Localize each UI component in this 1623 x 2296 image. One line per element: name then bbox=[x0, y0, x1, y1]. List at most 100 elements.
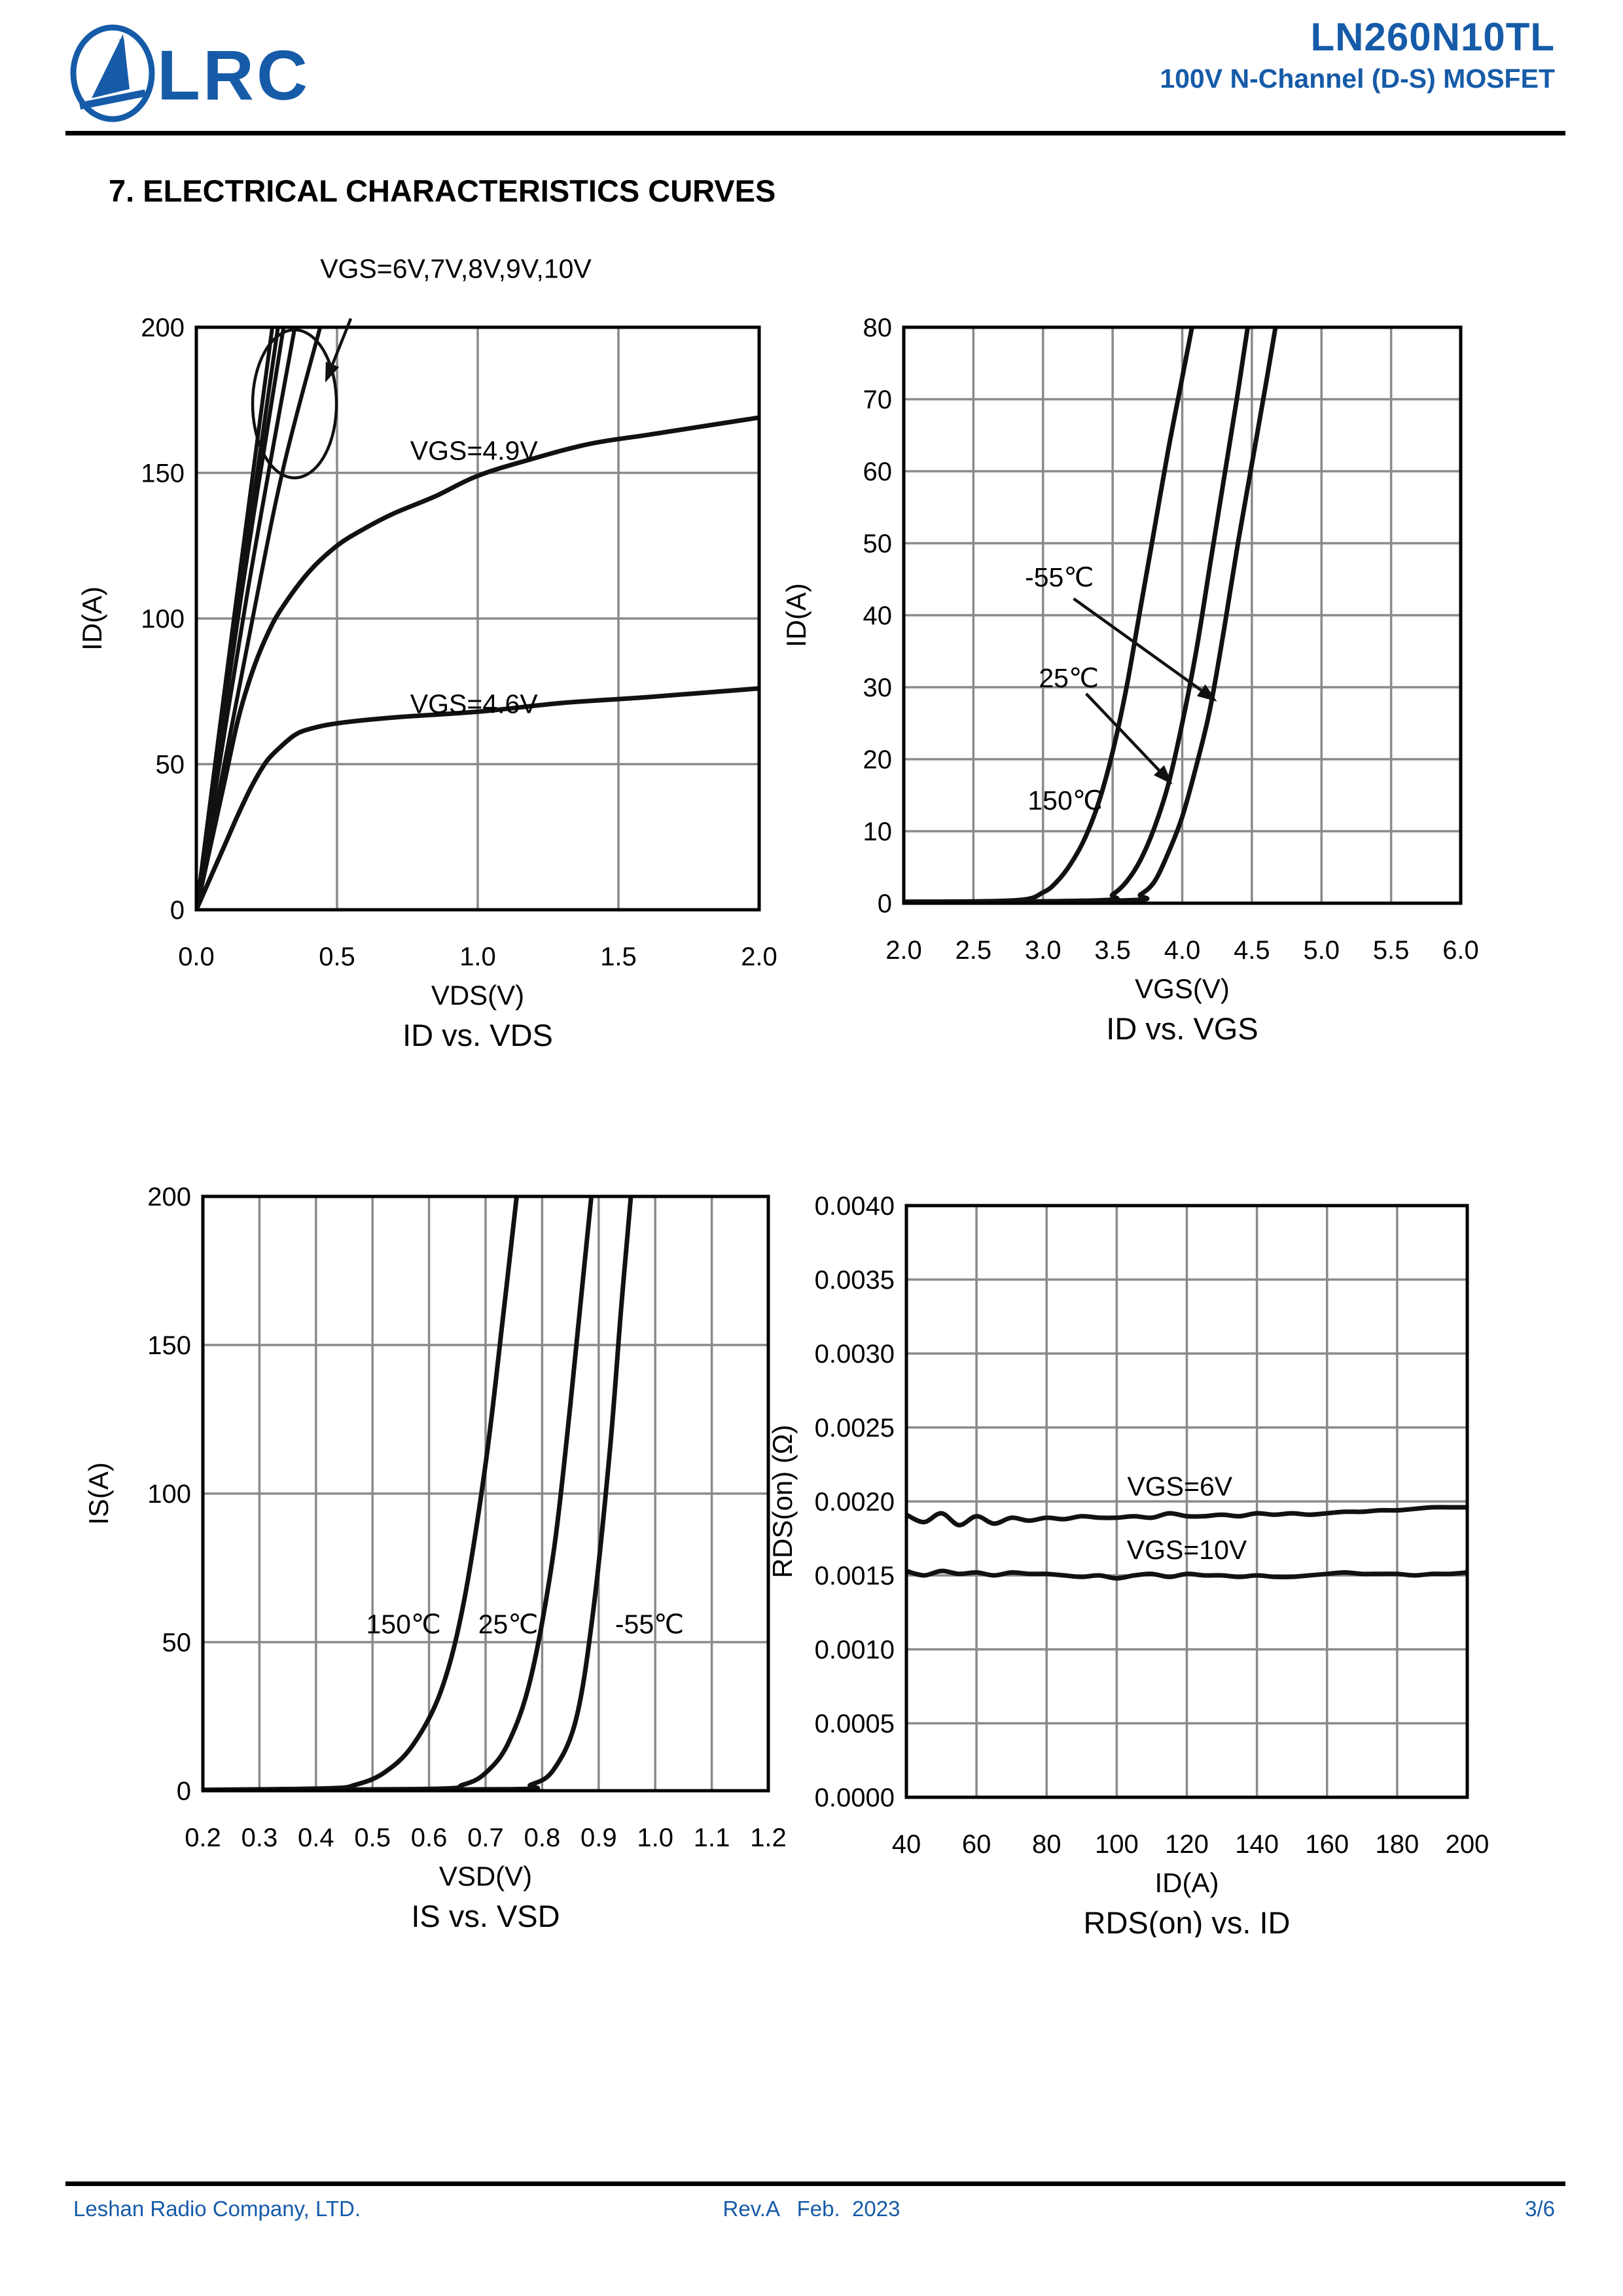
chart-rdson-vs-id: 40 60 80 100 120 140 160 180 200 0.0000 0.0005 0.00… bbox=[767, 1192, 1489, 1937]
annotation-text: -55℃ bbox=[615, 1609, 684, 1639]
y-tick-label: 40 bbox=[863, 601, 893, 630]
y-tick-label: 150 bbox=[147, 1331, 191, 1360]
y-tick-label: 0.0000 bbox=[815, 1784, 895, 1812]
y-tick-label: 200 bbox=[141, 314, 185, 342]
tick-labels: 40 60 80 100 120 140 160 180 200 0.0000 0.0005 0.00… bbox=[815, 1192, 1489, 1859]
tick-labels: 2.0 2.5 3.0 3.5 4.0 4.5 5.0 5.5 6.0 0 10 20 30 40 50 60… bbox=[863, 314, 1479, 965]
annotation-arrowhead-icon bbox=[1196, 684, 1217, 702]
plot-border bbox=[201, 1194, 770, 1793]
y-tick-label: 0.0020 bbox=[815, 1488, 895, 1516]
annotation-arrow-line bbox=[1073, 597, 1202, 692]
lrc-boat-logo-icon: LRC bbox=[70, 24, 310, 122]
y-tick-label: 0 bbox=[177, 1777, 191, 1806]
footer-revision: Rev.A Feb. 2023 bbox=[722, 2197, 901, 2221]
x-axis-label: ID(A) bbox=[1155, 1867, 1219, 1898]
curve-150℃ bbox=[904, 327, 1194, 903]
logo-hull bbox=[79, 89, 147, 110]
x-tick-label: 4.5 bbox=[1234, 936, 1270, 965]
x-tick-label: 0.5 bbox=[354, 1823, 391, 1852]
header-rule bbox=[65, 131, 1565, 135]
y-tick-label: 100 bbox=[147, 1480, 191, 1509]
annotation-arrowhead-icon bbox=[1153, 765, 1173, 785]
grid-lines bbox=[904, 327, 1461, 903]
x-tick-label: 1.1 bbox=[694, 1823, 730, 1852]
y-axis-label: ID(A) bbox=[781, 583, 812, 647]
chart-id-vs-vgs: 2.0 2.5 3.0 3.5 4.0 4.5 5.0 5.5 6.0 0 10 20 30 40 50 60… bbox=[781, 314, 1479, 1046]
y-tick-label: 50 bbox=[156, 751, 185, 780]
series-curves bbox=[904, 327, 1278, 903]
x-tick-label: 0.2 bbox=[185, 1823, 221, 1852]
y-tick-label: 0.0030 bbox=[815, 1340, 895, 1369]
company-logo: LRC bbox=[65, 20, 340, 131]
chart-is-vs-vsd: 0.2 0.3 0.4 0.5 0.6 0.7 0.8 0.9 1.0 1.1 1.2 0 50 100 1… bbox=[83, 1183, 787, 1933]
x-tick-label: 140 bbox=[1235, 1830, 1279, 1859]
tick-labels: 0.0 0.5 1.0 1.5 2.0 0 50 100 150 200 bbox=[141, 314, 777, 971]
x-tick-label: 0.0 bbox=[178, 942, 215, 971]
y-tick-label: 0.0040 bbox=[815, 1192, 895, 1221]
annotation-arrow-line bbox=[330, 317, 353, 365]
annotation-text: VGS=4.9V bbox=[410, 435, 539, 465]
grid-lines bbox=[906, 1206, 1467, 1797]
annotation-text: 25℃ bbox=[478, 1609, 539, 1639]
x-axis-label: VDS(V) bbox=[431, 980, 524, 1011]
y-axis-label: ID(A) bbox=[77, 586, 107, 651]
curve-VGS=6V bbox=[196, 327, 323, 910]
y-tick-label: 80 bbox=[863, 314, 893, 342]
chart-id-vs-vds: 0.0 0.5 1.0 1.5 2.0 0 50 100 150 200 VDS(V) ID(A) ID… bbox=[77, 253, 777, 1052]
x-tick-label: 0.6 bbox=[411, 1823, 448, 1852]
y-tick-label: 50 bbox=[162, 1628, 192, 1657]
footer-page-number: 3/6 bbox=[1525, 2197, 1555, 2221]
logo-mast bbox=[119, 39, 130, 90]
curve--55℃ bbox=[904, 327, 1278, 903]
x-tick-label: 120 bbox=[1165, 1830, 1209, 1859]
x-tick-label: 2.0 bbox=[885, 936, 922, 965]
y-tick-label: 10 bbox=[863, 817, 893, 846]
x-tick-label: 0.3 bbox=[241, 1823, 278, 1852]
x-tick-label: 1.2 bbox=[750, 1823, 787, 1852]
x-tick-label: 180 bbox=[1376, 1830, 1419, 1859]
plot-border bbox=[902, 325, 1463, 905]
annotation-arrow-line bbox=[1085, 692, 1160, 772]
x-tick-label: 0.4 bbox=[298, 1823, 334, 1852]
chart-title: RDS(on) vs. ID bbox=[1084, 1905, 1291, 1937]
chart-title: ID vs. VDS bbox=[402, 1018, 553, 1052]
annotation-text: VGS=10V bbox=[1127, 1535, 1247, 1565]
y-tick-label: 100 bbox=[141, 605, 185, 634]
x-tick-label: 4.0 bbox=[1164, 936, 1201, 965]
logo-circle bbox=[70, 24, 155, 122]
logo-text: LRC bbox=[157, 35, 310, 115]
x-tick-label: 5.0 bbox=[1303, 936, 1340, 965]
y-tick-label: 0 bbox=[878, 889, 892, 918]
grid-lines bbox=[203, 1196, 768, 1791]
x-tick-label: 0.8 bbox=[524, 1823, 561, 1852]
x-tick-label: 6.0 bbox=[1442, 936, 1479, 965]
annotation-ellipse bbox=[251, 328, 338, 480]
x-tick-label: 40 bbox=[892, 1830, 921, 1859]
y-tick-label: 30 bbox=[863, 673, 893, 702]
header-titles: LN260N10TL 100V N-Channel (D-S) MOSFET bbox=[1160, 14, 1555, 94]
footer-rule bbox=[65, 2181, 1565, 2186]
y-tick-label: 0.0035 bbox=[815, 1266, 895, 1295]
annotation-arrowhead-icon bbox=[325, 361, 340, 383]
annotation-text: 25℃ bbox=[1039, 663, 1099, 693]
x-tick-label: 200 bbox=[1446, 1830, 1489, 1859]
y-tick-label: 0.0015 bbox=[815, 1562, 895, 1590]
chart-title: ID vs. VGS bbox=[1106, 1011, 1258, 1046]
y-tick-label: 0 bbox=[170, 896, 185, 925]
plot-border bbox=[194, 325, 761, 912]
grid-lines bbox=[196, 327, 759, 910]
x-tick-label: 5.5 bbox=[1373, 936, 1410, 965]
y-tick-label: 70 bbox=[863, 386, 893, 414]
annotation-text: 150℃ bbox=[1027, 785, 1102, 816]
y-axis-label: RDS(on) (Ω) bbox=[767, 1425, 798, 1578]
y-tick-label: 0.0005 bbox=[815, 1710, 895, 1738]
x-tick-label: 3.5 bbox=[1094, 936, 1131, 965]
x-tick-label: 1.0 bbox=[637, 1823, 673, 1852]
curve-VGS=7V bbox=[196, 327, 297, 910]
device-subtitle: 100V N-Channel (D-S) MOSFET bbox=[1160, 63, 1555, 94]
y-tick-label: 50 bbox=[863, 529, 893, 558]
x-tick-label: 1.0 bbox=[459, 942, 496, 971]
annotation-text: -55℃ bbox=[1025, 562, 1094, 592]
y-tick-label: 60 bbox=[863, 457, 893, 486]
